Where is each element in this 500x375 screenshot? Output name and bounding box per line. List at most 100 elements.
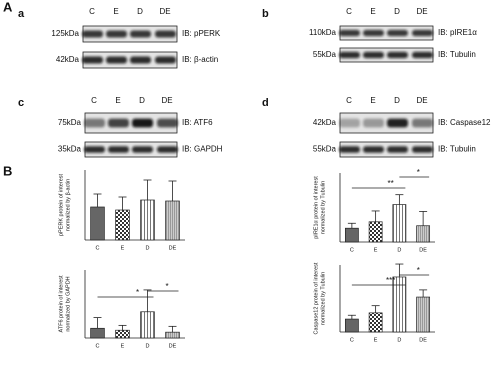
lane-label: E — [370, 96, 375, 105]
significance-label: * — [417, 168, 420, 177]
x-tick-label: DE — [169, 245, 177, 251]
lane-label: D — [139, 96, 145, 105]
bar — [416, 225, 431, 243]
x-tick-label: E — [121, 343, 125, 349]
bar — [115, 329, 130, 339]
bar — [165, 200, 180, 241]
band — [412, 146, 433, 153]
subpanel-label: c — [18, 97, 24, 109]
significance-label: * — [165, 282, 168, 291]
band — [155, 56, 176, 64]
lane-label: D — [394, 96, 400, 105]
band — [363, 118, 384, 128]
x-tick-label: C — [96, 343, 100, 349]
kda-label: 42kDa — [313, 118, 337, 127]
lane-label: D — [137, 7, 143, 16]
band — [363, 146, 384, 153]
significance-label: * — [136, 288, 139, 297]
bar — [392, 204, 407, 243]
bar — [165, 331, 180, 339]
band — [84, 118, 105, 128]
lane-label: DE — [159, 7, 170, 16]
kda-label: 35kDa — [58, 145, 82, 154]
x-tick-label: D — [146, 245, 150, 251]
bar — [368, 312, 383, 333]
kda-label: 75kDa — [58, 118, 82, 127]
lane-label: E — [370, 7, 375, 16]
x-tick-label: C — [96, 245, 100, 251]
lane-label: C — [89, 7, 95, 16]
band — [106, 56, 127, 64]
bar — [140, 199, 155, 241]
x-tick-label: D — [397, 337, 401, 343]
band — [130, 30, 151, 38]
x-tick-label: D — [397, 247, 401, 253]
bar — [344, 318, 359, 333]
lane-label: C — [346, 96, 352, 105]
bar — [115, 209, 130, 241]
y-axis-label: Caspase12 protein of interest — [313, 262, 319, 334]
x-tick-label: E — [374, 247, 378, 253]
band — [412, 118, 433, 128]
x-tick-label: DE — [419, 247, 427, 253]
subpanel-label: a — [18, 8, 25, 20]
kda-label: 42kDa — [56, 55, 80, 64]
lane-label: DE — [416, 7, 427, 16]
bar — [90, 327, 105, 339]
kda-label: 110kDa — [309, 28, 337, 37]
x-tick-label: C — [350, 247, 354, 253]
y-axis-label: pIRE1α protein of interest — [313, 176, 319, 239]
band — [155, 30, 176, 38]
band — [339, 146, 360, 153]
band — [82, 30, 103, 38]
bar — [140, 311, 155, 339]
panel-label: A — [3, 0, 13, 14]
significance-label: * — [417, 266, 420, 275]
band — [108, 118, 129, 128]
band — [363, 51, 384, 59]
bar — [90, 206, 105, 241]
panel-label: B — [3, 163, 12, 178]
x-tick-label: DE — [169, 343, 177, 349]
band — [130, 56, 151, 64]
band — [339, 29, 360, 37]
x-tick-label: D — [146, 343, 150, 349]
antibody-label: IB: ATF6 — [182, 118, 213, 127]
antibody-label: IB: Caspase12 — [438, 118, 491, 127]
x-tick-label: E — [374, 337, 378, 343]
y-axis-label: normalized by Tubulin — [320, 181, 326, 235]
band — [106, 30, 127, 38]
y-axis-label: normalized by β-actin — [65, 179, 71, 231]
y-axis-label: normalized by GAPDH — [65, 276, 71, 331]
band — [387, 146, 408, 153]
kda-label: 55kDa — [313, 145, 337, 154]
lane-label: D — [394, 7, 400, 16]
antibody-label: IB: Tubulin — [438, 50, 476, 59]
x-tick-label: DE — [419, 337, 427, 343]
band — [84, 146, 105, 153]
lane-label: DE — [416, 96, 427, 105]
lane-label: E — [115, 96, 120, 105]
lane-label: C — [91, 96, 97, 105]
bar — [392, 276, 407, 333]
bar — [416, 296, 431, 333]
y-axis-label: pPERK protein of interest — [58, 173, 64, 236]
antibody-label: IB: pPERK — [182, 29, 221, 38]
band — [108, 146, 129, 153]
band — [387, 51, 408, 59]
lane-label: E — [113, 7, 118, 16]
band — [132, 118, 153, 128]
band — [82, 56, 103, 64]
band — [412, 29, 433, 37]
lane-label: DE — [161, 96, 172, 105]
band — [387, 29, 408, 37]
subpanel-label: b — [262, 8, 269, 20]
antibody-label: IB: GAPDH — [182, 145, 223, 154]
band — [132, 146, 153, 153]
subpanel-label: d — [262, 97, 269, 109]
significance-label: ** — [388, 179, 394, 188]
bar — [368, 221, 383, 243]
band — [387, 118, 408, 128]
